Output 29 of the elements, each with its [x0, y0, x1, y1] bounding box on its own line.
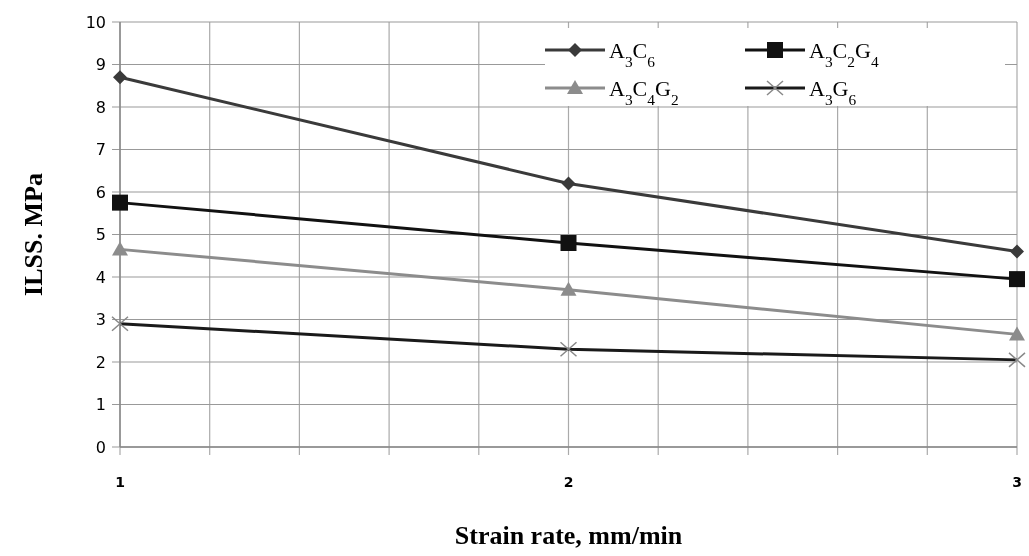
legend-label: A$_{3}$C$_{2}$G$_{4}$: [809, 37, 879, 70]
point: [561, 176, 576, 191]
x-axis-title: Strain rate, mm/min: [454, 521, 683, 550]
legend-label: A$_{3}$C$_{6}$: [609, 37, 656, 70]
x-tick-label: 3: [1012, 474, 1022, 490]
y-tick-label: 2: [95, 352, 106, 372]
point: [560, 235, 577, 251]
x-tick-label: 1: [115, 474, 125, 490]
legend-label: A$_{3}$G$_{6}$: [809, 75, 857, 108]
point: [112, 194, 128, 211]
x-tick-label: 2: [563, 474, 574, 490]
point: [1009, 326, 1025, 341]
y-tick-label: 4: [95, 267, 106, 287]
point: [560, 281, 577, 296]
y-tick-label: 1: [95, 395, 106, 415]
y-tick-label: 0: [95, 437, 106, 457]
legend-label: A$_{3}$C$_{4}$G$_{2}$: [609, 75, 679, 108]
y-tick-label: 8: [95, 97, 106, 117]
y-tick-label: 6: [95, 182, 106, 202]
y-tick-label: 5: [95, 225, 106, 245]
point: [1010, 244, 1024, 259]
y-tick-label: 3: [95, 310, 106, 330]
y-tick-label: 10: [85, 12, 106, 32]
point: [1009, 271, 1025, 288]
point: [113, 70, 127, 85]
y-tick-label: 9: [95, 55, 106, 75]
y-axis-title: ILSS. MPa: [19, 173, 48, 296]
point: [112, 241, 128, 256]
y-tick-label: 7: [95, 140, 106, 160]
